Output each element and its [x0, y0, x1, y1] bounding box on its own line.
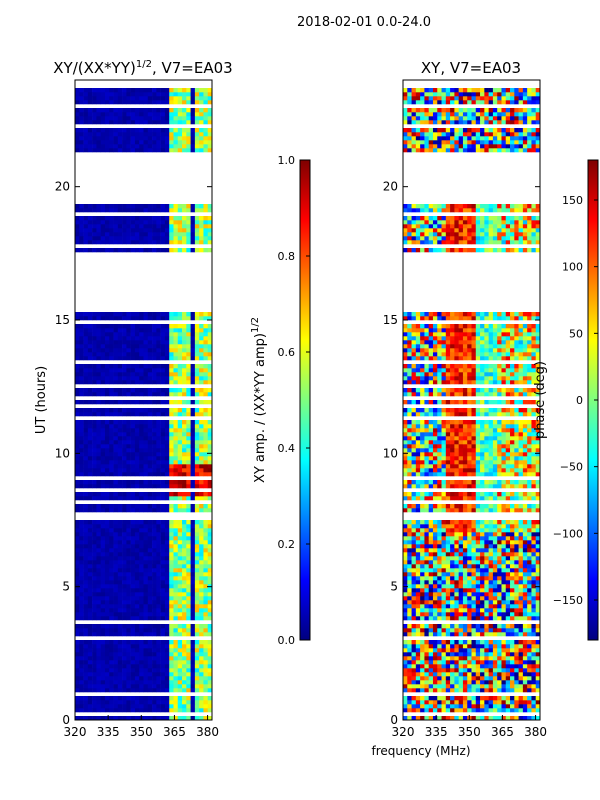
amplitude-colorbar: 0.0 0.2 0.4 0.6 0.8 1.0 XY amp. / (XX*YY amp)… [250, 154, 311, 647]
x-tick-label-350: 350 [130, 725, 153, 739]
y-tick-label-20: 20 [55, 180, 70, 194]
phase-heatmap [403, 88, 540, 720]
colorbar-tick-label-2: −50 [560, 461, 583, 474]
y-tick-label-15: 15 [55, 313, 70, 327]
x-tick-label-320: 320 [392, 725, 415, 739]
colorbar-tick-label-5: 1.0 [278, 154, 296, 167]
colorbar-tick-label-0: 0.0 [278, 634, 296, 647]
amplitude-panel: XY/(XX*YY)1/2, V7=EA03 320 335 350 365 380 0 5… [34, 59, 233, 739]
x-tick-label-350: 350 [458, 725, 481, 739]
x-tick-label-320: 320 [64, 725, 87, 739]
amplitude-colorbar-gradient [299, 159, 311, 641]
y-tick-label-15: 15 [383, 313, 398, 327]
y-tick-label-0: 0 [62, 713, 70, 727]
amplitude-colorbar-ticks: 0.0 0.2 0.4 0.6 0.8 1.0 [278, 154, 310, 647]
x-tick-label-380: 380 [196, 725, 219, 739]
colorbar-tick-label-6: 150 [562, 194, 583, 207]
amplitude-plot-frame [74, 79, 213, 721]
phase-colorbar-ticks: −150 −100 −50 0 50 100 150 [553, 194, 598, 607]
phase-colorbar: −150 −100 −50 0 50 100 150 phase (deg) [533, 159, 599, 641]
y-tick-label-20: 20 [383, 180, 398, 194]
colorbar-tick-label-4: 50 [569, 327, 583, 340]
colorbar-tick-label-1: 0.2 [278, 538, 296, 551]
y-tick-label-10: 10 [55, 446, 70, 460]
amplitude-colorbar-label: XY amp. / (XX*YY amp)1/2 [250, 317, 268, 483]
amplitude-heatmap [75, 88, 212, 720]
frequency-x-axis-label: frequency (MHz) [371, 744, 470, 758]
colorbar-tick-label-1: −100 [553, 527, 583, 540]
colorbar-tick-label-2: 0.4 [278, 442, 296, 455]
amplitude-axis-ticks: 320 335 350 365 380 0 5 10 15 20 [55, 180, 219, 739]
colorbar-tick-label-0: −150 [553, 594, 583, 607]
y-tick-label-5: 5 [62, 580, 70, 594]
y-tick-label-10: 10 [383, 446, 398, 460]
x-tick-label-335: 335 [425, 725, 448, 739]
phase-plot-frame [402, 79, 541, 721]
colorbar-tick-label-3: 0 [576, 394, 583, 407]
y-tick-label-0: 0 [390, 713, 398, 727]
phase-panel-title: XY, V7=EA03 [421, 59, 521, 77]
colorbar-tick-label-5: 100 [562, 261, 583, 274]
phase-panel: XY, V7=EA03 320 335 350 365 380 0 5 10 15 20 [383, 59, 547, 739]
amplitude-y-axis-label: UT (hours) [34, 366, 49, 434]
x-tick-label-365: 365 [491, 725, 514, 739]
figure-suptitle: 2018-02-01 0.0-24.0 [297, 15, 431, 30]
amplitude-panel-title: XY/(XX*YY)1/2, V7=EA03 [53, 59, 232, 77]
phase-axis-ticks: 320 335 350 365 380 0 5 10 15 20 [383, 180, 547, 739]
y-tick-label-5: 5 [390, 580, 398, 594]
x-tick-label-380: 380 [524, 725, 547, 739]
phase-colorbar-label: phase (deg) [533, 361, 548, 439]
colorbar-tick-label-3: 0.6 [278, 346, 296, 359]
x-tick-label-335: 335 [97, 725, 120, 739]
colorbar-tick-label-4: 0.8 [278, 250, 296, 263]
x-tick-label-365: 365 [163, 725, 186, 739]
